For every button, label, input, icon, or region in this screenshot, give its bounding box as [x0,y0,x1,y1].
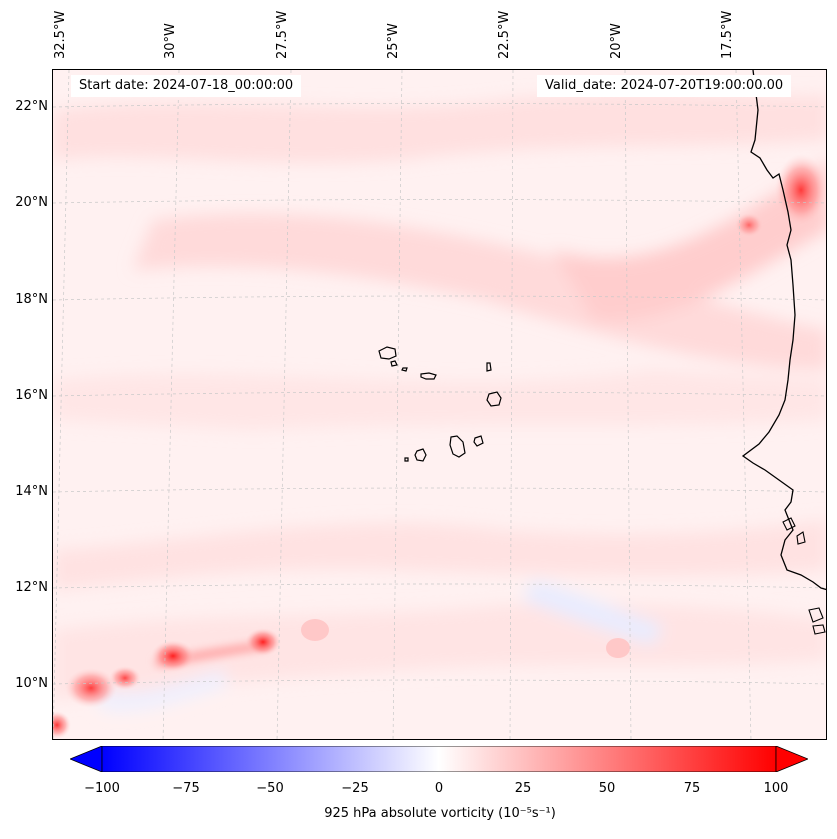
colorbar-tick-label: 75 [683,781,701,796]
colorbar-tick-label: −50 [256,781,284,796]
lon-label-30w: 30°W [163,23,178,59]
colorbar-tick-label: 0 [434,781,444,796]
lat-label-14n: 14°N [15,484,48,499]
lat-label-22n: 22°N [15,99,48,114]
colorbar [70,746,808,772]
colorbar-low-extend [70,746,103,772]
colorbar-title: 925 hPa absolute vorticity (10⁻⁵s⁻¹) [324,806,556,821]
colorbar-high-extend [775,746,808,772]
lon-label-22-5w: 22.5°W [497,10,512,59]
valid-date-label: Valid_date: 2024-07-20T19:00:00.00 [537,75,792,97]
lon-label-32-5w: 32.5°W [53,10,68,59]
start-date-label: Start date: 2024-07-18_00:00:00 [71,75,302,97]
coastal-islands [782,517,826,635]
lat-label-12n: 12°N [15,580,48,595]
vorticity-map [52,69,827,740]
vorticity-field [53,70,826,739]
lon-label-25w: 25°W [386,23,401,59]
lon-label-20w: 20°W [609,23,624,59]
colorbar-tick-label: 25 [514,781,532,796]
lon-label-17-5w: 17.5°W [720,10,735,59]
colorbar-tick-label: 50 [598,781,616,796]
lat-label-20n: 20°N [15,195,48,210]
colorbar-tick-label: −25 [341,781,369,796]
lat-label-18n: 18°N [15,292,48,307]
lon-label-27-5w: 27.5°W [275,10,290,59]
graticule [53,70,826,739]
colorbar-tick-label: −100 [84,781,120,796]
cape-verde-islands [378,346,502,462]
colorbar-body [101,746,777,772]
vorticity-bands [53,93,826,711]
africa-coastline [741,70,826,591]
lat-label-10n: 10°N [15,676,48,691]
lat-label-16n: 16°N [15,388,48,403]
colorbar-tick-label: −75 [172,781,200,796]
colorbar-tick-label: 100 [763,781,789,796]
